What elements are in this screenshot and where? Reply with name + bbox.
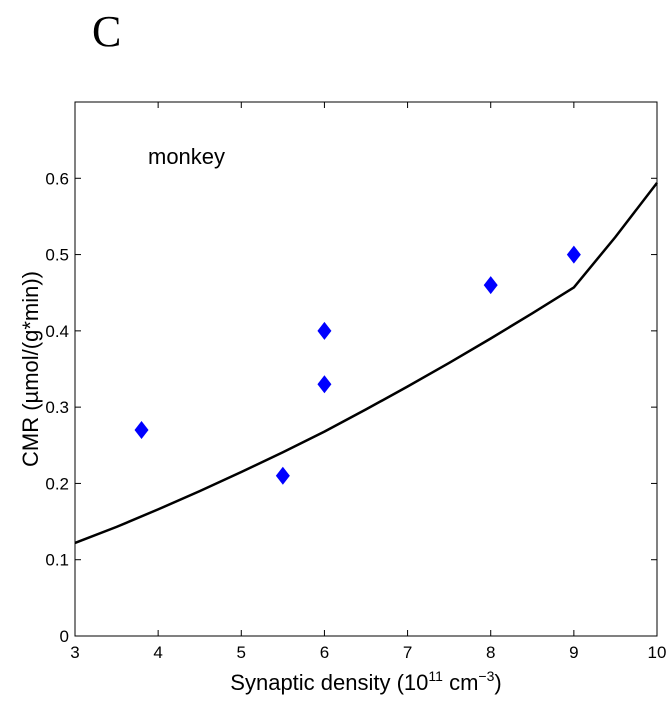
fit-curve-layer [74, 182, 658, 545]
x-tick-label: 10 [648, 643, 667, 662]
y-tick-label: 0.1 [45, 551, 69, 570]
y-tick-label: 0.4 [45, 322, 69, 341]
data-point [317, 321, 332, 340]
data-point [134, 421, 149, 440]
data-points-layer [134, 245, 581, 485]
fit-curve [74, 182, 658, 545]
y-tick-label: 0.2 [45, 474, 69, 493]
x-tick-label: 8 [486, 643, 495, 662]
x-tick-label: 9 [569, 643, 578, 662]
x-tick-label: 6 [320, 643, 329, 662]
x-tick-label: 7 [403, 643, 412, 662]
x-axis-label-sup2: −3 [478, 668, 494, 684]
x-axis-label-end: ) [494, 670, 501, 695]
x-axis-label-main: Synaptic density (10 [230, 670, 428, 695]
x-tick-label: 5 [237, 643, 246, 662]
plot-frame [74, 101, 658, 637]
y-tick-label: 0.3 [45, 398, 69, 417]
panel-label: C [92, 7, 122, 56]
data-point [483, 276, 498, 295]
data-point [317, 375, 332, 394]
data-point [275, 466, 290, 485]
y-axis-label: CMR (µmol/(g*min)) [18, 271, 43, 467]
x-axis-label-mid: cm [443, 670, 478, 695]
axis-ticks: 3 4 5 6 7 8 9 10 0 0.1 0.2 0.3 0.4 0.5 0.6 [45, 102, 666, 662]
y-tick-label: 0.5 [45, 246, 69, 265]
x-tick-label: 4 [153, 643, 162, 662]
data-point [566, 245, 581, 264]
x-axis-label: Synaptic density (1011 cm−3) [230, 668, 501, 695]
x-tick-label: 3 [70, 643, 79, 662]
x-axis-label-sup1: 11 [428, 668, 443, 684]
annotation-monkey: monkey [148, 144, 225, 169]
y-tick-label: 0 [60, 627, 69, 646]
y-tick-label: 0.6 [45, 169, 69, 188]
